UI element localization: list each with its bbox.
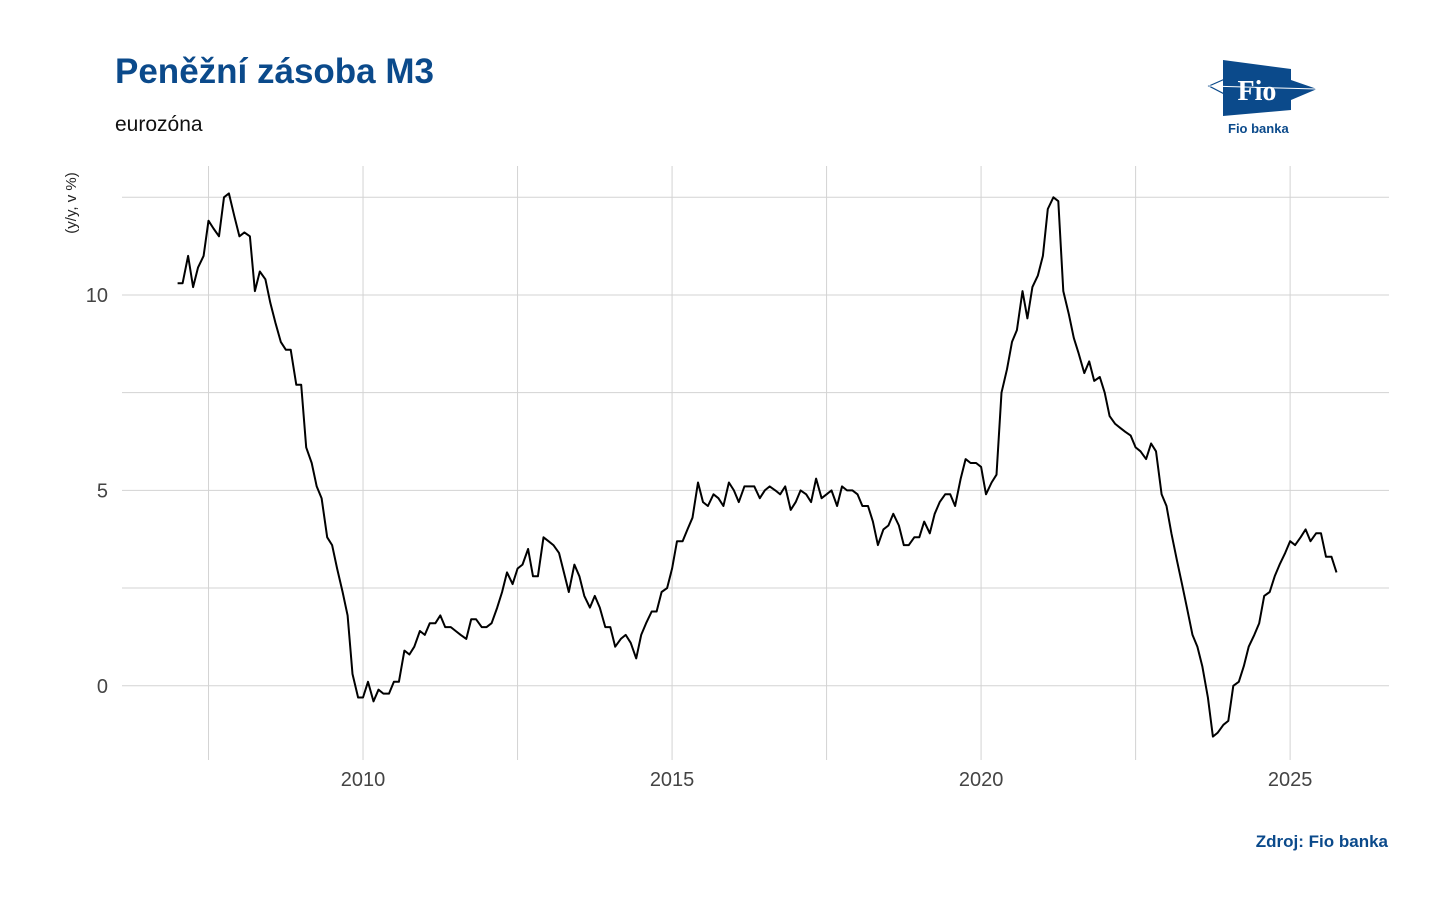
- fio-banka-logo: Fio: [1207, 60, 1318, 116]
- x-tick-label: 2010: [341, 769, 386, 791]
- source-note: Zdroj: Fio banka: [1255, 832, 1388, 851]
- series-line: [177, 192, 1338, 738]
- y-tick-label: 10: [86, 285, 108, 307]
- fio-logo-caption: Fio banka: [1228, 121, 1289, 136]
- chart-title: Peněžní zásoba M3: [115, 52, 434, 91]
- x-tick-label: 2025: [1268, 769, 1313, 791]
- y-axis-label: (y/y, v %): [63, 172, 80, 233]
- chart-subtitle: eurozóna: [115, 113, 203, 136]
- x-axis-ticks: 2010 2015 2020 2025: [341, 769, 1313, 791]
- x-tick-label: 2020: [959, 769, 1004, 791]
- y-tick-label: 0: [97, 676, 108, 698]
- x-tick-label: 2015: [650, 769, 695, 791]
- series-layer: [177, 192, 1338, 738]
- y-tick-label: 5: [97, 480, 108, 502]
- fio-logo-mark: Fio: [1238, 76, 1277, 107]
- y-axis-ticks: 0 5 10: [86, 285, 108, 698]
